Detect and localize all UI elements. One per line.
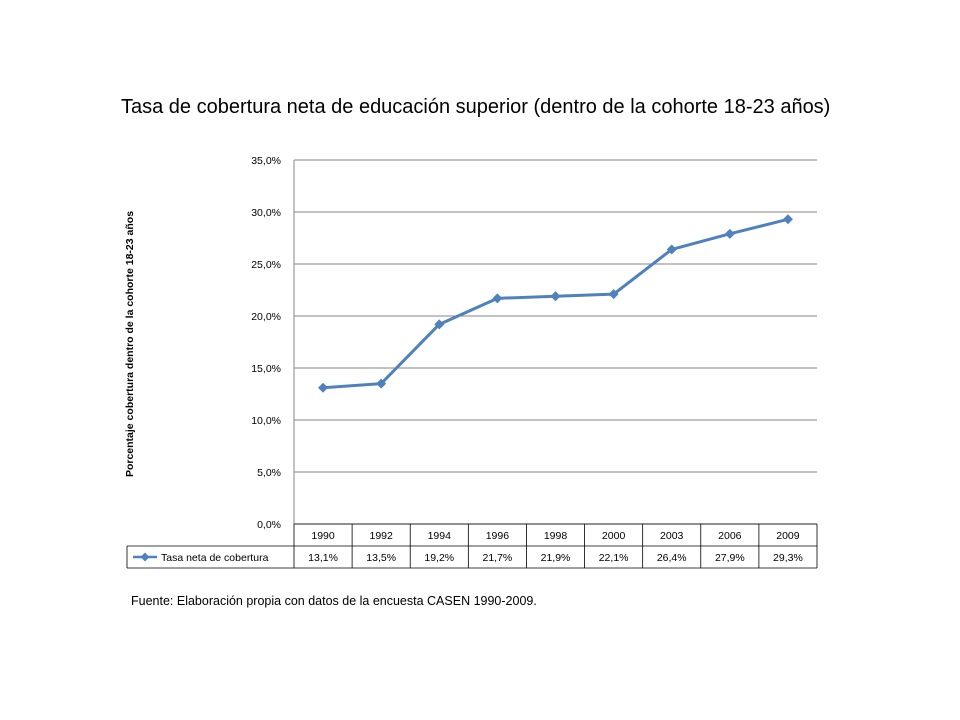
- y-tick-label: 35,0%: [251, 155, 281, 167]
- data-point: [782, 214, 793, 225]
- data-point: [434, 319, 445, 330]
- data-label: 13,5%: [366, 552, 396, 564]
- x-tick-label: 2006: [718, 530, 742, 542]
- x-tick-label: 2000: [602, 530, 626, 542]
- data-point: [608, 289, 619, 300]
- data-label: 21,7%: [482, 552, 512, 564]
- x-tick-label: 2009: [776, 530, 800, 542]
- y-tick-label: 30,0%: [251, 207, 281, 219]
- data-table: 1990 13,1% 1992 13,5% 1994 19,2% 1996 21,7% 1998…: [126, 523, 818, 569]
- legend-label: Tasa neta de cobertura: [161, 552, 269, 564]
- x-tick-label: 1990: [311, 530, 335, 542]
- x-tick-label: 1994: [428, 530, 452, 542]
- data-point: [376, 378, 387, 389]
- y-tick-label: 10,0%: [251, 415, 281, 427]
- x-tick-label: 1996: [486, 530, 510, 542]
- data-point: [724, 228, 735, 239]
- x-tick-label: 1998: [544, 530, 568, 542]
- y-tick-label: 20,0%: [251, 311, 281, 323]
- data-point: [666, 244, 677, 255]
- y-tick-label: 15,0%: [251, 363, 281, 375]
- y-tick-labels: 0,0% 5,0% 10,0% 15,0% 20,0% 25,0% 30,0% 35,0%: [251, 155, 281, 531]
- chart-title: Tasa de cobertura neta de educación supe…: [121, 96, 831, 118]
- data-label: 13,1%: [308, 552, 338, 564]
- x-tick-label: 2003: [660, 530, 684, 542]
- x-tick-label: 1992: [369, 530, 393, 542]
- data-label: 22,1%: [599, 552, 629, 564]
- gridlines: [293, 159, 817, 525]
- data-label: 19,2%: [424, 552, 454, 564]
- data-point: [318, 382, 329, 393]
- y-tick-label: 0,0%: [257, 519, 281, 531]
- series-line: [318, 214, 793, 393]
- data-point: [492, 293, 503, 304]
- legend-marker: [140, 552, 150, 562]
- y-tick-label: 25,0%: [251, 259, 281, 271]
- data-label: 27,9%: [715, 552, 745, 564]
- data-label: 26,4%: [657, 552, 687, 564]
- data-label: 21,9%: [541, 552, 571, 564]
- data-label: 29,3%: [773, 552, 803, 564]
- series-line-path: [322, 217, 789, 390]
- y-tick-label: 5,0%: [257, 467, 281, 479]
- data-point: [550, 291, 561, 302]
- source-note: Fuente: Elaboración propia con datos de …: [131, 594, 537, 608]
- y-axis-label: Porcentaje cobertura dentro de la cohort…: [124, 211, 136, 477]
